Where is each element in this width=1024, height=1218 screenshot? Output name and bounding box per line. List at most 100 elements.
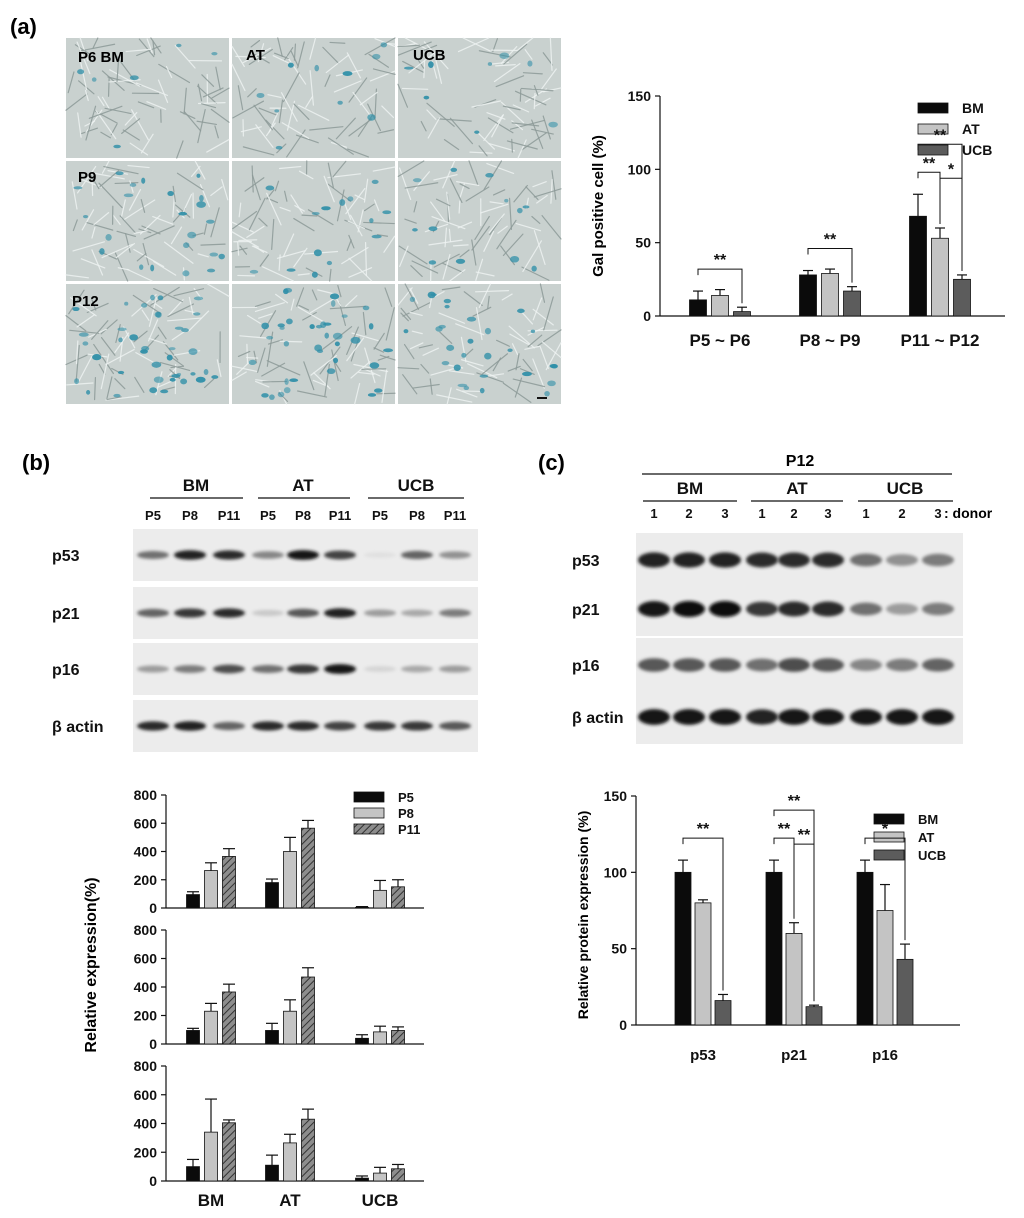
bar bbox=[391, 886, 405, 909]
significance-bracket bbox=[939, 177, 963, 271]
blot-band bbox=[812, 552, 844, 568]
cell-fiber bbox=[441, 286, 461, 291]
bar bbox=[391, 1168, 405, 1182]
cell-fiber bbox=[455, 323, 485, 336]
cell-fiber bbox=[471, 225, 490, 251]
blot-row-label: p16 bbox=[572, 658, 600, 675]
cell-fiber bbox=[475, 271, 495, 277]
cell-fiber bbox=[276, 250, 306, 259]
cell-fiber bbox=[176, 172, 204, 191]
blot-band bbox=[364, 609, 396, 617]
micrograph-cell bbox=[65, 160, 229, 282]
cell-fiber bbox=[327, 137, 354, 155]
bar bbox=[689, 299, 707, 317]
stained-cell bbox=[203, 368, 209, 376]
cell-fiber bbox=[333, 80, 362, 93]
stained-cell bbox=[461, 352, 467, 358]
bar bbox=[355, 1037, 369, 1045]
legend-label: BM bbox=[962, 100, 984, 116]
cell-fiber bbox=[237, 241, 240, 256]
cell-fiber bbox=[397, 287, 413, 306]
micrograph-label-p12: P12 bbox=[72, 293, 99, 310]
stained-cell bbox=[188, 348, 198, 355]
cell-fiber bbox=[65, 93, 88, 111]
cell-fiber bbox=[486, 162, 515, 175]
x-category-label: P11 ~ P12 bbox=[901, 331, 980, 350]
cell-fiber bbox=[427, 117, 441, 139]
stained-cell bbox=[181, 328, 189, 333]
y-tick-label: 50 bbox=[635, 235, 651, 251]
blot-band bbox=[213, 550, 245, 560]
cell-fiber bbox=[167, 299, 184, 317]
cell-fiber bbox=[483, 230, 495, 252]
cell-fiber bbox=[293, 247, 308, 268]
cell-fiber bbox=[232, 210, 258, 230]
cell-fiber bbox=[309, 37, 317, 60]
cell-fiber bbox=[496, 219, 517, 250]
cell-fiber bbox=[262, 266, 294, 282]
micrograph-cell bbox=[231, 160, 396, 282]
cell-fiber bbox=[297, 41, 305, 69]
cell-fiber bbox=[237, 350, 251, 358]
cell-fiber bbox=[478, 283, 492, 309]
cell-fiber bbox=[411, 260, 439, 274]
cell-fiber bbox=[332, 160, 347, 178]
chart-c: Relative protein expression (%) 0 50 100 15… bbox=[575, 788, 960, 1064]
cell-fiber bbox=[542, 87, 562, 93]
cell-fiber bbox=[86, 222, 114, 231]
cell-fiber bbox=[331, 349, 339, 382]
cell-fiber bbox=[474, 289, 510, 293]
cell-fiber bbox=[153, 260, 177, 276]
cell-fiber bbox=[119, 215, 136, 234]
bar bbox=[355, 906, 369, 909]
blot-band bbox=[922, 553, 954, 567]
stained-cell bbox=[174, 326, 184, 330]
cell-fiber bbox=[240, 126, 262, 133]
cell-fiber bbox=[103, 165, 139, 175]
cell-fiber bbox=[532, 297, 543, 321]
cell-fiber bbox=[91, 320, 109, 340]
cell-fiber bbox=[481, 353, 509, 375]
y-tick-label: 200 bbox=[134, 1144, 158, 1160]
cell-fiber bbox=[426, 109, 437, 120]
stained-cell bbox=[249, 269, 259, 274]
stained-cell bbox=[428, 61, 434, 69]
cell-fiber bbox=[158, 63, 191, 84]
blot-band bbox=[439, 665, 471, 673]
cell-fiber bbox=[397, 83, 409, 108]
blot-band bbox=[746, 601, 778, 617]
blot-band bbox=[922, 658, 954, 672]
legend-label: P11 bbox=[398, 822, 420, 837]
cell-fiber bbox=[520, 310, 534, 325]
panel-label-c: (c) bbox=[538, 450, 565, 475]
cell-fiber bbox=[231, 365, 258, 373]
y-tick-label: 100 bbox=[604, 864, 628, 880]
micrograph-label-p9: P9 bbox=[78, 169, 96, 186]
cell-fiber bbox=[525, 186, 539, 201]
stained-cell bbox=[474, 130, 480, 134]
blot-lane-label: 1 bbox=[758, 506, 765, 521]
blot-band bbox=[287, 608, 319, 618]
significance-bracket bbox=[793, 843, 815, 1002]
cell-fiber bbox=[381, 369, 388, 403]
cell-fiber bbox=[471, 100, 502, 108]
cell-fiber bbox=[254, 301, 271, 308]
stained-cell bbox=[150, 294, 155, 301]
cell-fiber bbox=[196, 120, 218, 126]
cell-fiber bbox=[532, 308, 554, 326]
cell-fiber bbox=[80, 62, 88, 91]
blot-band bbox=[812, 601, 844, 617]
blot-band bbox=[886, 554, 918, 566]
y-tick-label: 150 bbox=[604, 788, 628, 804]
blot-band bbox=[252, 609, 284, 617]
cell-fiber bbox=[363, 221, 395, 225]
cell-fiber bbox=[91, 226, 96, 239]
cell-fiber bbox=[433, 253, 460, 268]
blot-band bbox=[673, 658, 705, 672]
cell-fiber bbox=[199, 184, 211, 208]
blot-band bbox=[886, 603, 918, 615]
cell-fiber bbox=[527, 334, 543, 348]
cell-fiber bbox=[200, 243, 226, 246]
legend-swatch bbox=[353, 823, 385, 835]
stained-cell bbox=[347, 196, 354, 202]
